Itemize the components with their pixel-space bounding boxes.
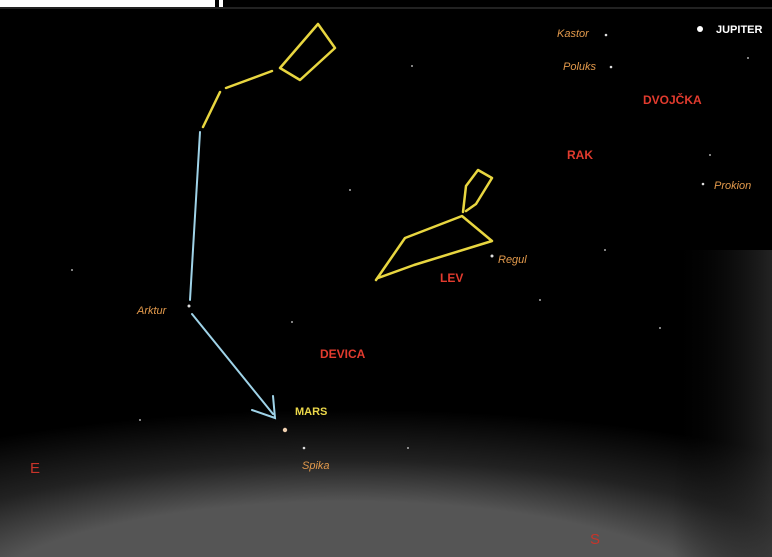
horizon-glow	[0, 330, 772, 557]
star	[747, 57, 749, 59]
top-bar-tick	[219, 0, 223, 7]
constellation-label: LEV	[440, 271, 463, 285]
constellation-label: DEVICA	[320, 347, 366, 361]
star	[303, 447, 306, 450]
star	[71, 269, 73, 271]
star-label: Prokion	[714, 180, 751, 192]
star-label: Kastor	[557, 28, 590, 40]
planet-jupiter	[697, 26, 703, 32]
star	[539, 299, 541, 301]
star	[291, 321, 293, 323]
star	[407, 447, 409, 449]
star-label: Poluks	[563, 61, 597, 73]
star	[139, 419, 141, 421]
planet-label: JUPITER	[716, 24, 763, 36]
star	[659, 327, 661, 329]
star-label: Regul	[498, 254, 527, 266]
star-label: Spika	[302, 460, 330, 472]
star	[491, 255, 494, 258]
direction-label: S	[590, 531, 600, 548]
constellation-label: DVOJČKA	[643, 92, 702, 107]
planet-mars	[283, 428, 287, 432]
star	[411, 65, 413, 67]
top-bar	[0, 0, 215, 7]
constellation-label: RAK	[567, 148, 593, 162]
star	[610, 66, 613, 69]
top-edge	[0, 7, 772, 9]
star	[702, 183, 705, 186]
star	[604, 249, 606, 251]
sky-map: Kastor Poluks JUPITER DVOJČKA RAK Prokio…	[0, 0, 772, 557]
star	[349, 189, 351, 191]
direction-label: E	[30, 460, 40, 477]
star	[188, 305, 191, 308]
page: {"labels": {"kastor": "Kastor", "poluks"…	[0, 0, 772, 557]
planet-label: MARS	[295, 406, 327, 418]
star	[709, 154, 711, 156]
star	[605, 34, 608, 37]
star-label: Arktur	[136, 305, 168, 317]
horizon-glow-right	[672, 250, 772, 557]
